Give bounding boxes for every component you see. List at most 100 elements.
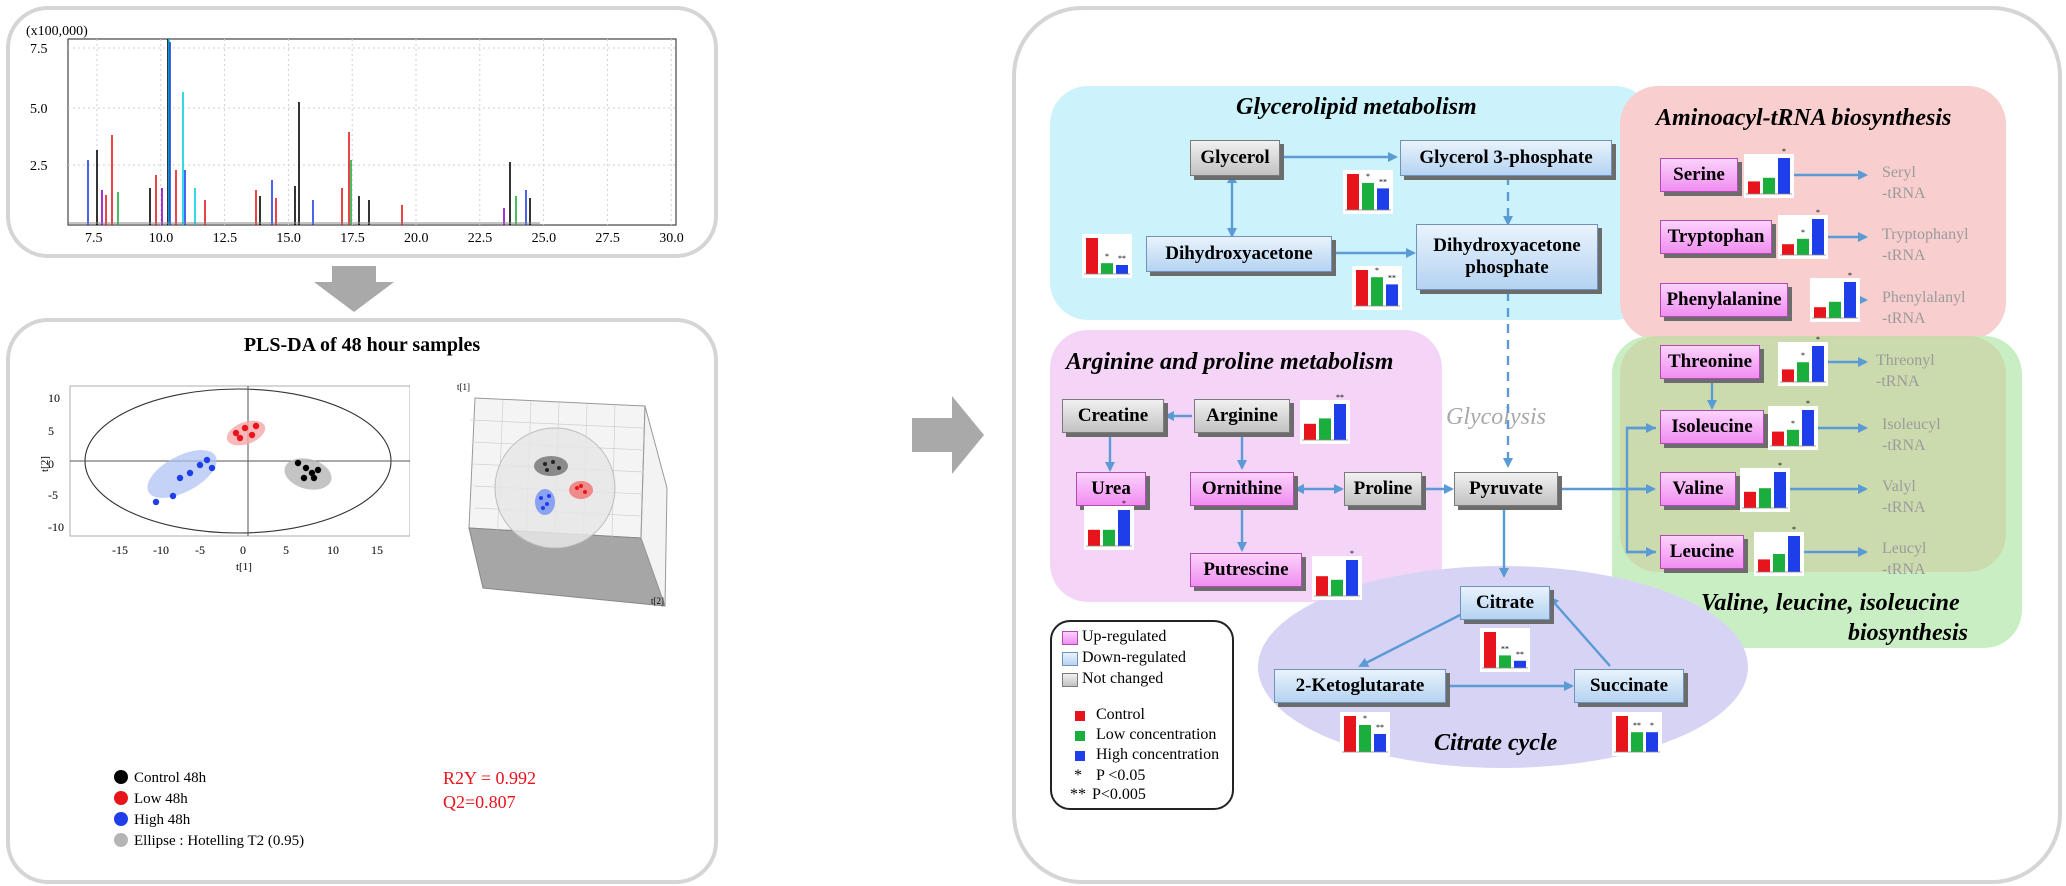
plsda-title: PLS-DA of 48 hour samples (243, 334, 481, 356)
legend-up-swatch (1062, 631, 1078, 645)
metabolite-phenylalanine[interactable]: Phenylalanine (1660, 283, 1788, 317)
metabolite-dihydroxyacetone[interactable]: Dihydroxyacetone (1146, 236, 1332, 272)
high-group-ellipse (147, 450, 217, 498)
metabolite-glycerol[interactable]: Glycerol (1190, 140, 1280, 176)
plsda-point (236, 434, 244, 442)
metabolite-urea[interactable]: Urea (1076, 472, 1146, 506)
plsda-3d-point (541, 506, 545, 510)
legend-control-label: Control (1096, 706, 1145, 723)
legend-high-swatch (1075, 751, 1085, 761)
metabolite-serine[interactable]: Serine (1660, 158, 1738, 192)
chromatogram-x-tick: 17.5 (340, 231, 365, 246)
chromatogram-x-tick: 10.0 (149, 231, 174, 246)
legend-down-label: Down-regulated (1082, 649, 1186, 666)
legend-p1-label: P <0.05 (1096, 767, 1146, 784)
trna-phenylalanyl: Phenylalanyl -tRNA (1882, 289, 1966, 327)
title-glycolysis: Glycolysis (1446, 404, 1546, 430)
chromatogram-y-unit: (x100,000) (26, 24, 88, 39)
plsda-point (248, 431, 256, 439)
plot3d-y-label: t[2] (651, 596, 664, 606)
metabolite-isoleucine[interactable]: Isoleucine (1660, 410, 1764, 444)
q2-value: Q2=0.807 (443, 792, 516, 812)
chromatogram: (x100,000) 7.5 5.0 2.5 7.5 10.0 12.5 15.0 17.5… (26, 24, 684, 246)
legend-up-label: Up-regulated (1082, 628, 1167, 645)
legend-low-label: Low concentration (1096, 726, 1217, 743)
legend-control-swatch (1075, 711, 1085, 721)
metabolite-creatine[interactable]: Creatine (1062, 399, 1164, 433)
plsda-point (203, 456, 211, 464)
low-group-ellipse (226, 420, 266, 446)
legend-same-swatch (1062, 673, 1078, 687)
plsda-3d-point (539, 496, 543, 500)
metabolite-glycerol-3-phosphate[interactable]: Glycerol 3-phosphate (1400, 140, 1612, 176)
right-arrow (912, 396, 984, 474)
chromatogram-x-tick: 30.0 (659, 231, 684, 246)
plsda-x-label: t[1] (236, 561, 252, 573)
plsda-point (196, 461, 204, 469)
plsda-point (252, 422, 260, 430)
metabolite-leucine[interactable]: Leucine (1660, 535, 1744, 569)
dhap-line-1: Dihydroxyacetone (1433, 235, 1581, 256)
plsda-point (308, 469, 316, 477)
metabolite-ornithine[interactable]: Ornithine (1190, 472, 1294, 506)
metabolite-succinate[interactable]: Succinate (1574, 669, 1684, 703)
chromatogram-x-tick: 15.0 (276, 231, 301, 246)
r2y-value: R2Y = 0.992 (443, 768, 536, 788)
chromatogram-x-tick: 25.0 (532, 231, 557, 246)
legend-high-48h: High 48h (134, 812, 191, 828)
plsda-point (152, 498, 160, 506)
plsda-point (310, 474, 318, 482)
chromatogram-x-tick: 22.5 (468, 231, 493, 246)
hotelling-sphere (494, 427, 616, 549)
title-arginine: Arginine and proline metabolism (1066, 349, 1394, 375)
plsda-point (232, 429, 240, 437)
plsda-x-tick: -10 (153, 543, 169, 557)
plsda-point (176, 474, 184, 482)
legend-p1-symbol: * (1074, 767, 1082, 784)
metabolite-arginine[interactable]: Arginine (1194, 399, 1290, 433)
metabolite-tryptophan[interactable]: Tryptophan (1660, 220, 1772, 254)
trna-tryptophanyl: Tryptophanyl -tRNA (1882, 226, 1969, 264)
dhap-line-2: phosphate (1465, 257, 1549, 278)
low-group-3d (569, 481, 593, 499)
metabolite-pyruvate[interactable]: Pyruvate (1454, 472, 1558, 506)
title-aminoacyl: Aminoacyl-tRNA biosynthesis (1656, 105, 1952, 131)
metabolite-putrescine[interactable]: Putrescine (1190, 553, 1302, 587)
legend-low-swatch (1075, 731, 1085, 741)
metabolite-citrate[interactable]: Citrate (1460, 586, 1550, 620)
metabolite-dhap[interactable]: Dihydroxyacetone phosphate (1416, 224, 1598, 290)
legend-low-48h: Low 48h (134, 791, 188, 807)
metabolite-proline[interactable]: Proline (1344, 472, 1422, 506)
title-bcaa-1: Valine, leucine, isoleucine (1701, 590, 1960, 616)
plsda-x-tick: -5 (195, 543, 205, 557)
plsda-point (208, 464, 216, 472)
legend-p2-symbol: ** (1070, 786, 1086, 803)
trna-seryl: Seryl -tRNA (1882, 164, 1926, 202)
legend-control-48h: Control 48h (134, 770, 207, 786)
plsda-y-tick: -10 (48, 520, 64, 534)
chromatogram-x-tick: 27.5 (595, 231, 620, 246)
trna-leucyl: Leucyl -tRNA (1882, 540, 1927, 578)
plsda-3d-point (545, 468, 549, 472)
metabolite-2-ketoglutarate[interactable]: 2-Ketoglutarate (1274, 669, 1446, 703)
plsda-point (314, 466, 322, 474)
title-citrate: Citrate cycle (1434, 730, 1558, 756)
chromatogram-x-tick: 7.5 (85, 231, 103, 246)
chromatogram-y-tick: 2.5 (30, 159, 48, 174)
chromatogram-x-tick: 20.0 (404, 231, 429, 246)
metabolite-threonine[interactable]: Threonine (1660, 345, 1760, 379)
legend-high-label: High concentration (1096, 746, 1220, 763)
plsda-point (186, 469, 194, 477)
plsda-3d-point (583, 490, 587, 494)
metabolite-valine[interactable]: Valine (1660, 472, 1736, 506)
title-bcaa-2: biosynthesis (1848, 620, 1969, 646)
control-group-3d (534, 456, 568, 476)
plsda-3d-point (543, 462, 547, 466)
legend-ellipse: Ellipse : Hotelling T2 (0.95) (134, 833, 304, 849)
chromatogram-frame (67, 38, 677, 226)
plsda-point (300, 474, 308, 482)
legend-p2-label: P<0.005 (1092, 786, 1146, 803)
plsda-legend: Control 48h Low 48h High 48h Ellipse : H… (114, 770, 304, 849)
plsda-3d-point (551, 460, 555, 464)
plsda-x-tick: 15 (371, 543, 383, 557)
